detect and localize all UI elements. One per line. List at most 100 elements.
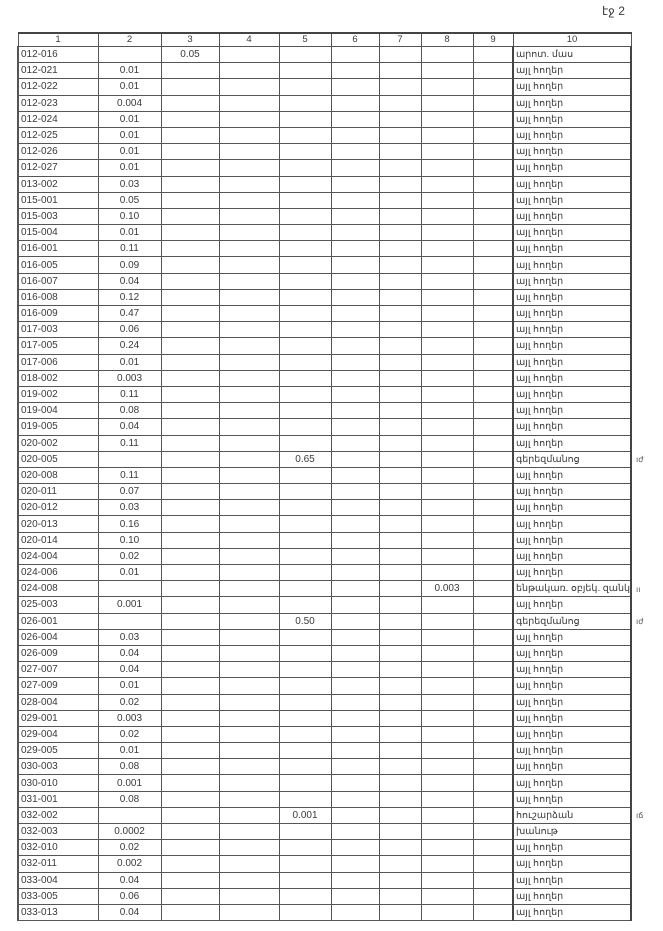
area-cell-col7 [378,515,422,533]
area-cell-col2: 0.0002 [97,822,162,841]
area-cell-col9 [472,175,514,193]
table-row: 026-001 0.50 գերեզմանոց [17,612,632,630]
area-cell-col6 [330,855,380,873]
area-cell-col6 [330,661,380,679]
area-cell-col3 [160,353,220,371]
land-type-cell: այլ հողեր [512,224,632,242]
area-cell-col5 [278,887,332,905]
area-cell-col4 [218,402,280,420]
land-type-cell: այլ հողեր [512,369,632,387]
area-cell-col2: 0.08 [97,790,162,808]
area-cell-col2: 0.09 [97,256,162,274]
area-cell-col2: 0.01 [97,62,162,80]
parcel-code-cell: 020-005 [17,450,99,468]
area-cell-col4 [218,369,280,387]
area-cell-col7 [378,871,422,889]
area-cell-col9 [472,288,514,307]
land-type-cell: այլ հողեր [512,758,632,776]
area-cell-col6 [330,385,380,404]
column-header-5: 5 [278,32,332,47]
area-cell-col4 [218,418,280,436]
area-cell-col7 [378,126,422,145]
area-cell-col4 [218,143,280,161]
area-cell-col2: 0.47 [97,304,162,323]
parcel-code-cell: 029-005 [17,742,99,760]
area-cell-col7 [378,434,422,452]
parcel-code-cell: 025-003 [17,596,99,614]
parcel-code-cell: 012-021 [17,62,99,80]
parcel-code-cell: 020-011 [17,483,99,501]
area-cell-col4 [218,353,280,371]
area-cell-col8 [420,742,474,760]
area-cell-col8 [420,466,474,485]
table-row: 016-005 0.09 այլ հողեր [17,256,632,274]
area-cell-col7 [378,191,422,209]
area-cell-col4 [218,434,280,452]
parcel-code-cell: 012-016 [17,45,99,64]
area-cell-col8 [420,693,474,711]
area-cell-col9 [472,94,514,112]
area-cell-col5 [278,304,332,323]
area-cell-col7 [378,483,422,501]
land-type-cell: հուշարձան [512,806,632,825]
area-cell-col2 [97,806,162,825]
area-cell-col2: 0.03 [97,499,162,517]
area-cell-col4 [218,175,280,193]
area-cell-col8 [420,596,474,614]
land-parcel-table: 1 2 3 4 5 6 7 8 9 10 012-016 0.05 արոտ. մաս 012-021 0… [17,32,632,922]
area-cell-col6 [330,191,380,209]
area-cell-col2: 0.01 [97,159,162,177]
area-cell-col4 [218,94,280,112]
table-row: 032-010 0.02 այլ հողեր [17,839,632,857]
area-cell-col2: 0.001 [97,596,162,614]
parcel-code-cell: 027-009 [17,677,99,695]
parcel-code-cell: 032-003 [17,822,99,841]
area-cell-col4 [218,45,280,64]
column-header-8: 8 [420,32,474,47]
area-cell-col5 [278,418,332,436]
area-cell-col6 [330,466,380,485]
land-type-cell: այլ հողեր [512,175,632,193]
area-cell-col5 [278,45,332,64]
area-cell-col6 [330,78,380,96]
parcel-code-cell: 012-025 [17,126,99,145]
area-cell-col2: 0.10 [97,207,162,226]
area-cell-col4 [218,563,280,582]
area-cell-col4 [218,515,280,533]
area-cell-col5 [278,774,332,792]
area-cell-col9 [472,191,514,209]
land-type-cell: այլ հողեր [512,839,632,857]
area-cell-col3: 0.05 [160,45,220,64]
area-cell-col8 [420,224,474,242]
area-cell-col3 [160,547,220,566]
area-cell-col5 [278,288,332,307]
parcel-code-cell: 030-003 [17,758,99,776]
area-cell-col6 [330,321,380,339]
margin-note: ıժ [636,617,644,626]
land-type-cell: այլ հողեր [512,483,632,501]
table-row: 032-002 0.001 հուշարձան [17,806,632,825]
land-type-cell: այլ հողեր [512,272,632,290]
table-row: 029-001 0.003 այլ հողեր [17,709,632,727]
area-cell-col9 [472,62,514,80]
area-cell-col2: 0.04 [97,644,162,663]
area-cell-col5 [278,693,332,711]
area-cell-col8 [420,450,474,468]
area-cell-col7 [378,903,422,922]
area-cell-col5 [278,143,332,161]
area-cell-col8 [420,45,474,64]
area-cell-col4 [218,742,280,760]
area-cell-col9 [472,78,514,96]
area-cell-col8 [420,661,474,679]
land-type-cell: այլ հողեր [512,78,632,96]
parcel-code-cell: 016-008 [17,288,99,307]
area-cell-col5 [278,563,332,582]
area-cell-col3 [160,126,220,145]
area-cell-col7 [378,709,422,727]
page-number: էջ 2 [602,4,625,18]
table-row: 032-003 0.0002 խանութ [17,822,632,841]
area-cell-col4 [218,159,280,177]
area-cell-col2: 0.11 [97,466,162,485]
land-type-cell: այլ հողեր [512,288,632,307]
area-cell-col9 [472,596,514,614]
